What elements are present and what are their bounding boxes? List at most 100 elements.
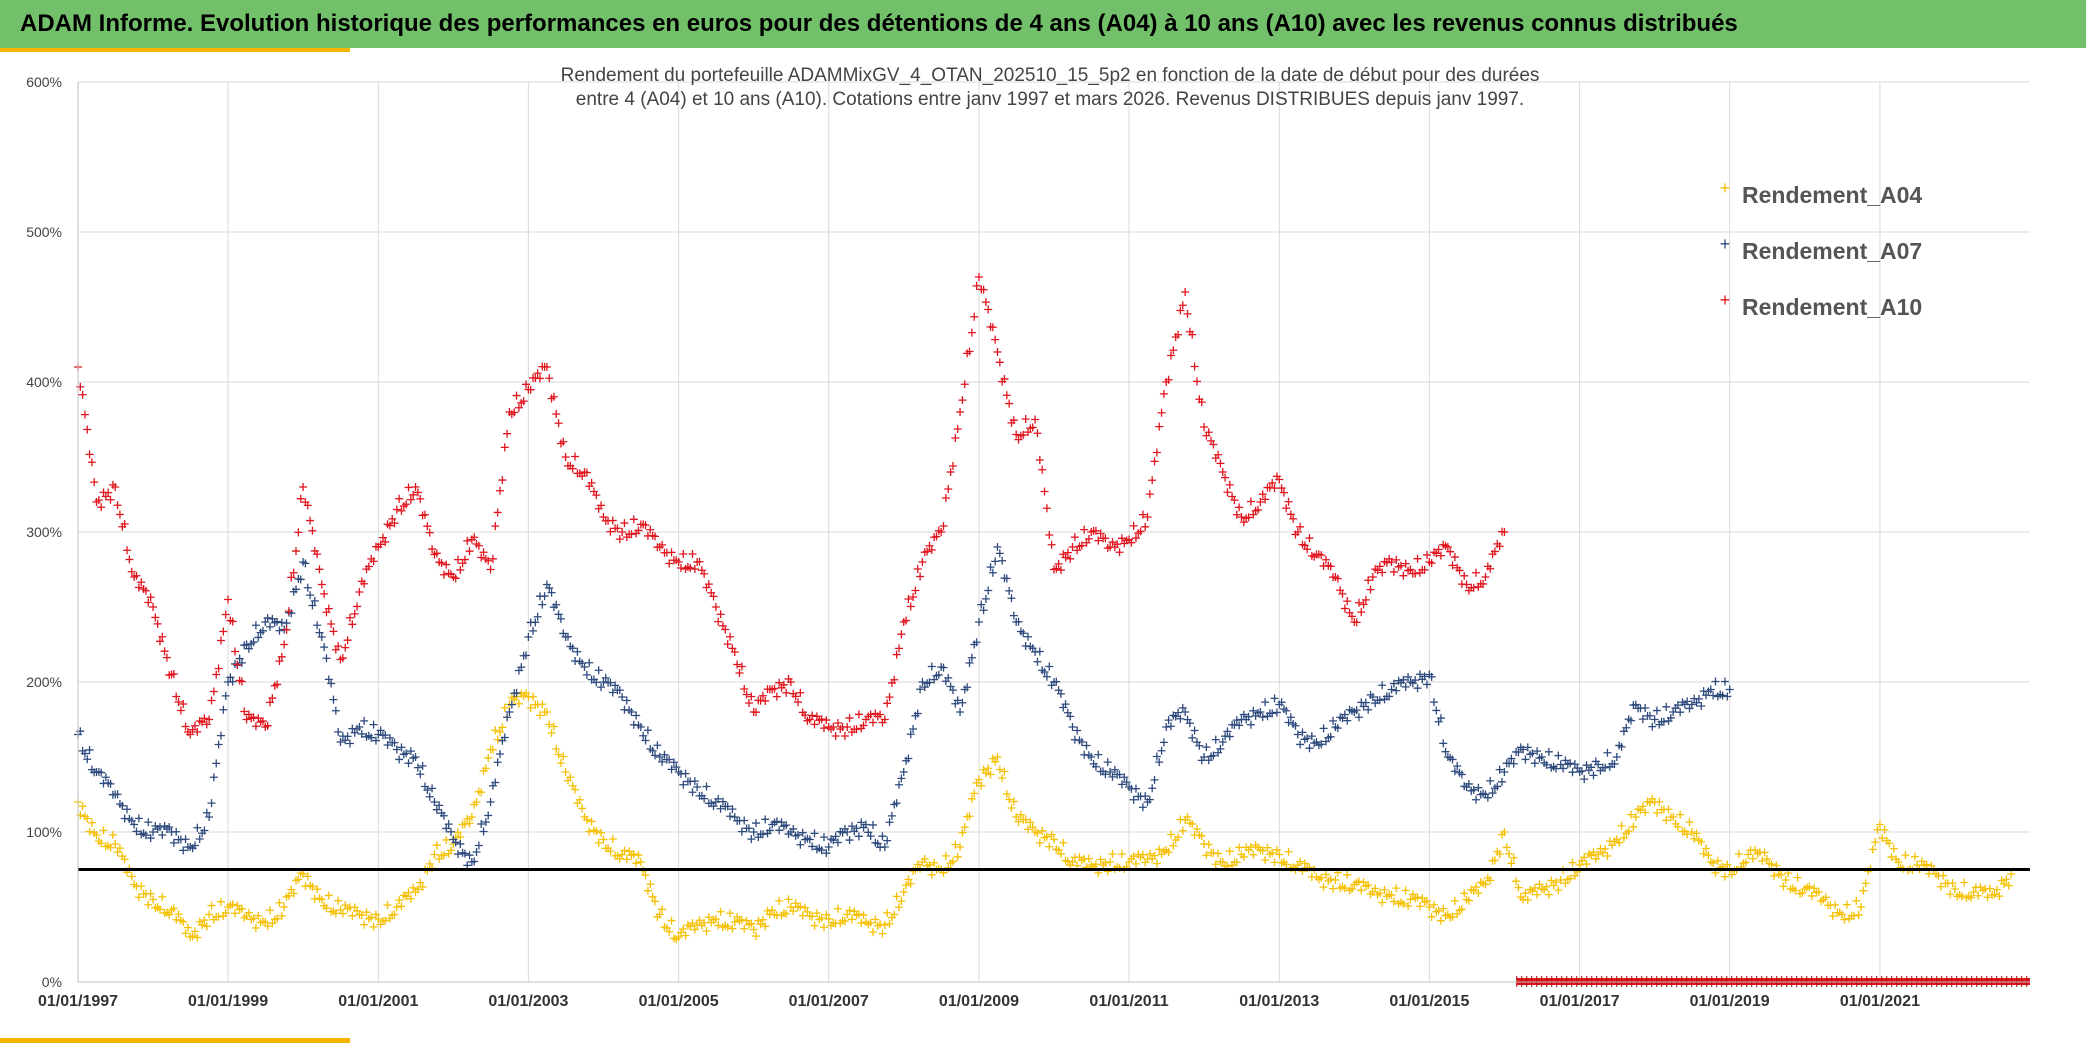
data-point-fill xyxy=(1446,547,1455,556)
data-point xyxy=(693,783,702,791)
data-point-fill xyxy=(212,670,221,679)
data-point-fill xyxy=(1115,770,1124,779)
data-point-fill xyxy=(1992,885,2001,894)
data-point-fill xyxy=(897,897,906,906)
data-point-fill xyxy=(228,900,237,909)
data-point-fill xyxy=(160,647,169,656)
data-point-fill xyxy=(1272,708,1281,717)
data-point-fill xyxy=(810,720,819,729)
data-point-fill xyxy=(890,910,899,919)
data-point-fill xyxy=(413,488,422,497)
data-point-fill xyxy=(141,831,150,840)
data-point-fill xyxy=(1983,893,1992,902)
data-point-fill xyxy=(453,850,462,859)
data-point xyxy=(1050,835,1058,844)
data-point-fill xyxy=(1352,706,1361,715)
data-point-fill xyxy=(1197,832,1206,840)
data-point-fill xyxy=(733,660,742,669)
data-point-fill xyxy=(1141,522,1150,531)
data-point-fill xyxy=(573,647,582,656)
data-point xyxy=(1744,850,1753,859)
data-point-fill xyxy=(1268,709,1277,718)
data-point-fill xyxy=(162,653,171,662)
data-point-fill xyxy=(1305,744,1314,753)
data-point-fill xyxy=(1077,541,1086,550)
data-point-fill xyxy=(1436,551,1445,560)
data-point-fill xyxy=(1129,521,1138,530)
data-point-fill xyxy=(1159,738,1168,747)
data-point-fill xyxy=(1286,510,1295,519)
data-point-fill xyxy=(672,763,681,772)
data-point-fill xyxy=(1270,858,1279,867)
data-point-fill xyxy=(831,732,840,740)
data-point-fill xyxy=(1296,522,1305,531)
data-point xyxy=(280,903,289,911)
data-point-fill xyxy=(953,696,962,705)
data-point-fill xyxy=(1157,746,1166,755)
data-point-fill xyxy=(1404,901,1413,910)
data-point-fill xyxy=(202,720,211,729)
data-point-fill xyxy=(587,478,596,487)
data-point-fill xyxy=(219,627,228,636)
data-point-fill xyxy=(981,298,990,307)
data-point-fill xyxy=(97,503,106,512)
data-point-fill xyxy=(995,765,1004,774)
y-tick-label: 600% xyxy=(26,74,62,90)
data-point-fill xyxy=(343,732,352,741)
data-point xyxy=(768,906,777,914)
data-point-fill xyxy=(1166,351,1175,360)
data-point-fill xyxy=(254,911,263,920)
data-point-fill xyxy=(1178,826,1187,835)
data-point-fill xyxy=(275,898,284,907)
data-point xyxy=(524,633,533,641)
data-point-fill xyxy=(1615,838,1624,847)
data-point-fill xyxy=(1887,852,1896,861)
data-point-fill xyxy=(958,828,967,837)
data-point-fill xyxy=(308,882,317,891)
data-point-fill xyxy=(723,802,732,811)
data-point-fill xyxy=(1082,741,1091,750)
data-point-fill xyxy=(885,818,894,827)
data-point-fill xyxy=(306,516,315,525)
data-point-fill xyxy=(784,895,793,904)
data-point xyxy=(224,595,233,604)
data-point-fill xyxy=(1713,856,1722,865)
data-point-fill xyxy=(1261,698,1270,707)
data-point-fill xyxy=(331,706,340,715)
data-point-fill xyxy=(1464,779,1473,788)
data-point-fill xyxy=(378,533,387,542)
data-point-fill xyxy=(1120,773,1129,782)
data-point-fill xyxy=(291,585,300,594)
data-point-fill xyxy=(1152,448,1161,457)
data-point-fill xyxy=(1042,832,1051,841)
data-point-fill xyxy=(1450,896,1459,905)
data-point-fill xyxy=(608,516,617,525)
data-point-fill xyxy=(594,838,603,847)
data-point-fill xyxy=(413,885,422,894)
data-point-fill xyxy=(1589,848,1598,857)
data-point-fill xyxy=(620,519,629,528)
data-point-fill xyxy=(597,501,606,510)
data-point xyxy=(711,603,720,611)
data-point-fill xyxy=(930,858,939,867)
data-point-fill xyxy=(244,908,253,917)
data-point-fill xyxy=(1582,761,1591,770)
data-point-fill xyxy=(1472,568,1481,577)
data-point-fill xyxy=(216,636,225,645)
data-point-fill xyxy=(1542,882,1551,891)
data-point-fill xyxy=(1420,565,1429,574)
data-point-fill xyxy=(106,843,115,852)
data-point-fill xyxy=(1214,450,1223,459)
data-point-fill xyxy=(1080,525,1089,534)
data-point-fill xyxy=(620,846,629,855)
data-point-fill xyxy=(906,730,915,739)
legend-marker-a07: + xyxy=(1720,234,1731,254)
data-point-fill xyxy=(1246,497,1255,506)
data-point-fill xyxy=(1530,759,1539,768)
data-point-fill xyxy=(388,514,397,523)
series-rendement_a10 xyxy=(74,273,1509,740)
data-point xyxy=(956,408,965,416)
data-point-fill xyxy=(1723,692,1732,701)
data-point-fill xyxy=(1767,860,1776,869)
data-point-fill xyxy=(1016,810,1025,819)
